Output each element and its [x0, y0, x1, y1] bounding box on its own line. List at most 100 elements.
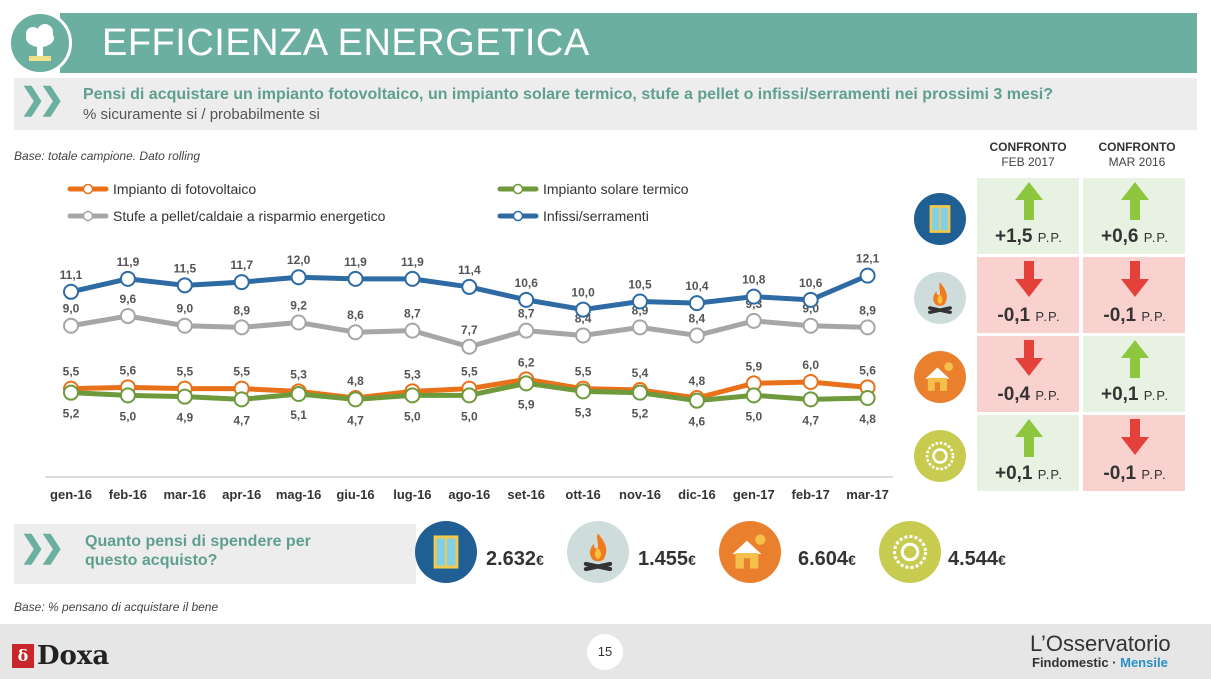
- comparison-cell-feb: +1,5 P.P.: [976, 177, 1080, 255]
- data-label: 5,6: [859, 363, 876, 377]
- data-label: 11,9: [401, 255, 424, 269]
- data-point: [347, 391, 364, 408]
- data-label: 4,7: [233, 413, 250, 427]
- comparison-cell-feb: -0,1 P.P.: [976, 256, 1080, 334]
- data-label: 7,7: [461, 323, 478, 337]
- data-label: 5,3: [404, 367, 421, 381]
- data-label: 5,5: [461, 365, 478, 379]
- comparison-value: -0,1 P.P.: [1083, 305, 1187, 327]
- chart-series: 5,5 5,6 5,5 5,5 5,3 4,8 5,3 5,5 6,2 5,5 5,4 4,8 5,9 6…: [60, 252, 880, 429]
- data-label: 8,6: [347, 308, 364, 322]
- x-tick-label: gen-17: [733, 487, 775, 502]
- data-point: [802, 317, 819, 334]
- spending-value: 2.632€: [486, 548, 544, 570]
- data-label: 5,9: [745, 359, 762, 373]
- x-tick-label: feb-17: [792, 487, 830, 502]
- data-label: 5,9: [518, 397, 535, 411]
- data-point: [688, 295, 705, 312]
- data-point: [176, 317, 193, 334]
- legend-item: Infissi/serramenti: [497, 208, 649, 224]
- data-point: [63, 283, 79, 300]
- comparison-cell-mar: -0,1 P.P.: [1082, 414, 1186, 492]
- data-label: 11,4: [458, 263, 481, 277]
- comparison-unit: P.P.: [1141, 467, 1167, 482]
- line-chart: Impianto di fotovoltaico Impianto solare …: [45, 181, 893, 502]
- data-label: 10,8: [742, 273, 766, 287]
- data-label: 9,0: [176, 302, 193, 316]
- data-point: [290, 269, 307, 286]
- x-tick-label: feb-16: [109, 487, 147, 502]
- data-point: [632, 384, 648, 401]
- data-label: 4,6: [689, 415, 706, 429]
- sun-icon: [914, 430, 966, 482]
- legend-marker: [82, 210, 94, 222]
- data-label: 11,5: [173, 261, 196, 275]
- data-point: [176, 277, 193, 294]
- comparison-value: -0,4 P.P.: [977, 384, 1081, 406]
- double-chevron-icon: ❯❯: [20, 83, 64, 116]
- spending-band: [14, 524, 416, 584]
- data-point: [688, 327, 705, 344]
- doxa-logo: δ Doxa: [12, 641, 109, 671]
- spending-value: 6.604€: [798, 548, 856, 570]
- comparison-number: +0,1: [1100, 384, 1144, 405]
- legend-item: Impianto solare termico: [497, 181, 689, 197]
- spending-question: Quanto pensi di spendere per questo acqu…: [85, 533, 311, 569]
- legend-item: Impianto di fotovoltaico: [67, 181, 256, 197]
- data-label: 8,4: [689, 311, 706, 325]
- data-label: 5,0: [461, 409, 478, 423]
- data-point: [461, 387, 478, 404]
- data-point: [518, 322, 535, 339]
- comparison-cell-mar: +0,6 P.P.: [1082, 177, 1186, 255]
- data-label: 8,9: [233, 303, 250, 317]
- comparison-value: -0,1 P.P.: [977, 305, 1081, 327]
- data-label: 5,1: [290, 408, 307, 422]
- data-label: 11,9: [344, 255, 367, 269]
- data-label: 4,9: [176, 411, 193, 425]
- data-point: [233, 319, 250, 336]
- chart-legend: Impianto di fotovoltaico Impianto solare …: [67, 181, 689, 224]
- data-label: 5,0: [745, 409, 762, 423]
- data-point: [745, 387, 762, 404]
- data-point: [575, 327, 592, 344]
- data-label: 5,0: [404, 409, 421, 423]
- data-label: 12,0: [287, 253, 311, 267]
- data-point: [461, 278, 478, 295]
- x-tick-label: set-16: [507, 487, 545, 502]
- x-tick-label: apr-16: [222, 487, 261, 502]
- x-tick-label: gen-16: [50, 487, 92, 502]
- window-icon: [914, 193, 966, 245]
- data-point: [859, 390, 876, 406]
- comparison-number: +0,6: [1100, 226, 1144, 247]
- data-point: [745, 288, 762, 305]
- spending-value: 1.455€: [638, 548, 696, 570]
- data-label: 5,5: [176, 365, 193, 379]
- data-label: 8,7: [518, 307, 535, 321]
- osservatorio-logo-sub-a: Findomestic ·: [1032, 655, 1121, 670]
- comparison-number: +1,5: [994, 226, 1038, 247]
- x-tick-label: giu-16: [336, 487, 374, 502]
- comparison-header-feb: CONFRONTO FEB 2017: [978, 140, 1078, 170]
- data-label: 10,6: [515, 276, 539, 290]
- comparison-unit: P.P.: [1037, 230, 1063, 245]
- osservatorio-logo-title: L’Osservatorio: [1030, 631, 1171, 656]
- data-point: [802, 391, 819, 408]
- data-point: [63, 317, 79, 334]
- data-label: 6,2: [518, 355, 535, 369]
- data-label: 4,8: [689, 374, 706, 388]
- comparison-header-sub: FEB 2017: [1001, 155, 1055, 169]
- legend-label: Impianto di fotovoltaico: [113, 181, 256, 197]
- data-label: 10,5: [628, 277, 652, 291]
- data-label: 5,5: [575, 365, 592, 379]
- data-point: [404, 387, 421, 404]
- data-label: 10,6: [799, 276, 823, 290]
- data-point: [802, 291, 819, 308]
- data-label: 10,0: [571, 286, 595, 300]
- comparison-cell-feb: -0,4 P.P.: [976, 335, 1080, 413]
- sun-icon: [879, 521, 941, 583]
- data-label: 12,1: [856, 252, 880, 266]
- x-tick-label: lug-16: [393, 487, 431, 502]
- arrow-down-icon: [1083, 257, 1187, 301]
- comparison-header-title: CONFRONTO: [989, 140, 1067, 154]
- comparison-value: -0,1 P.P.: [1083, 463, 1187, 485]
